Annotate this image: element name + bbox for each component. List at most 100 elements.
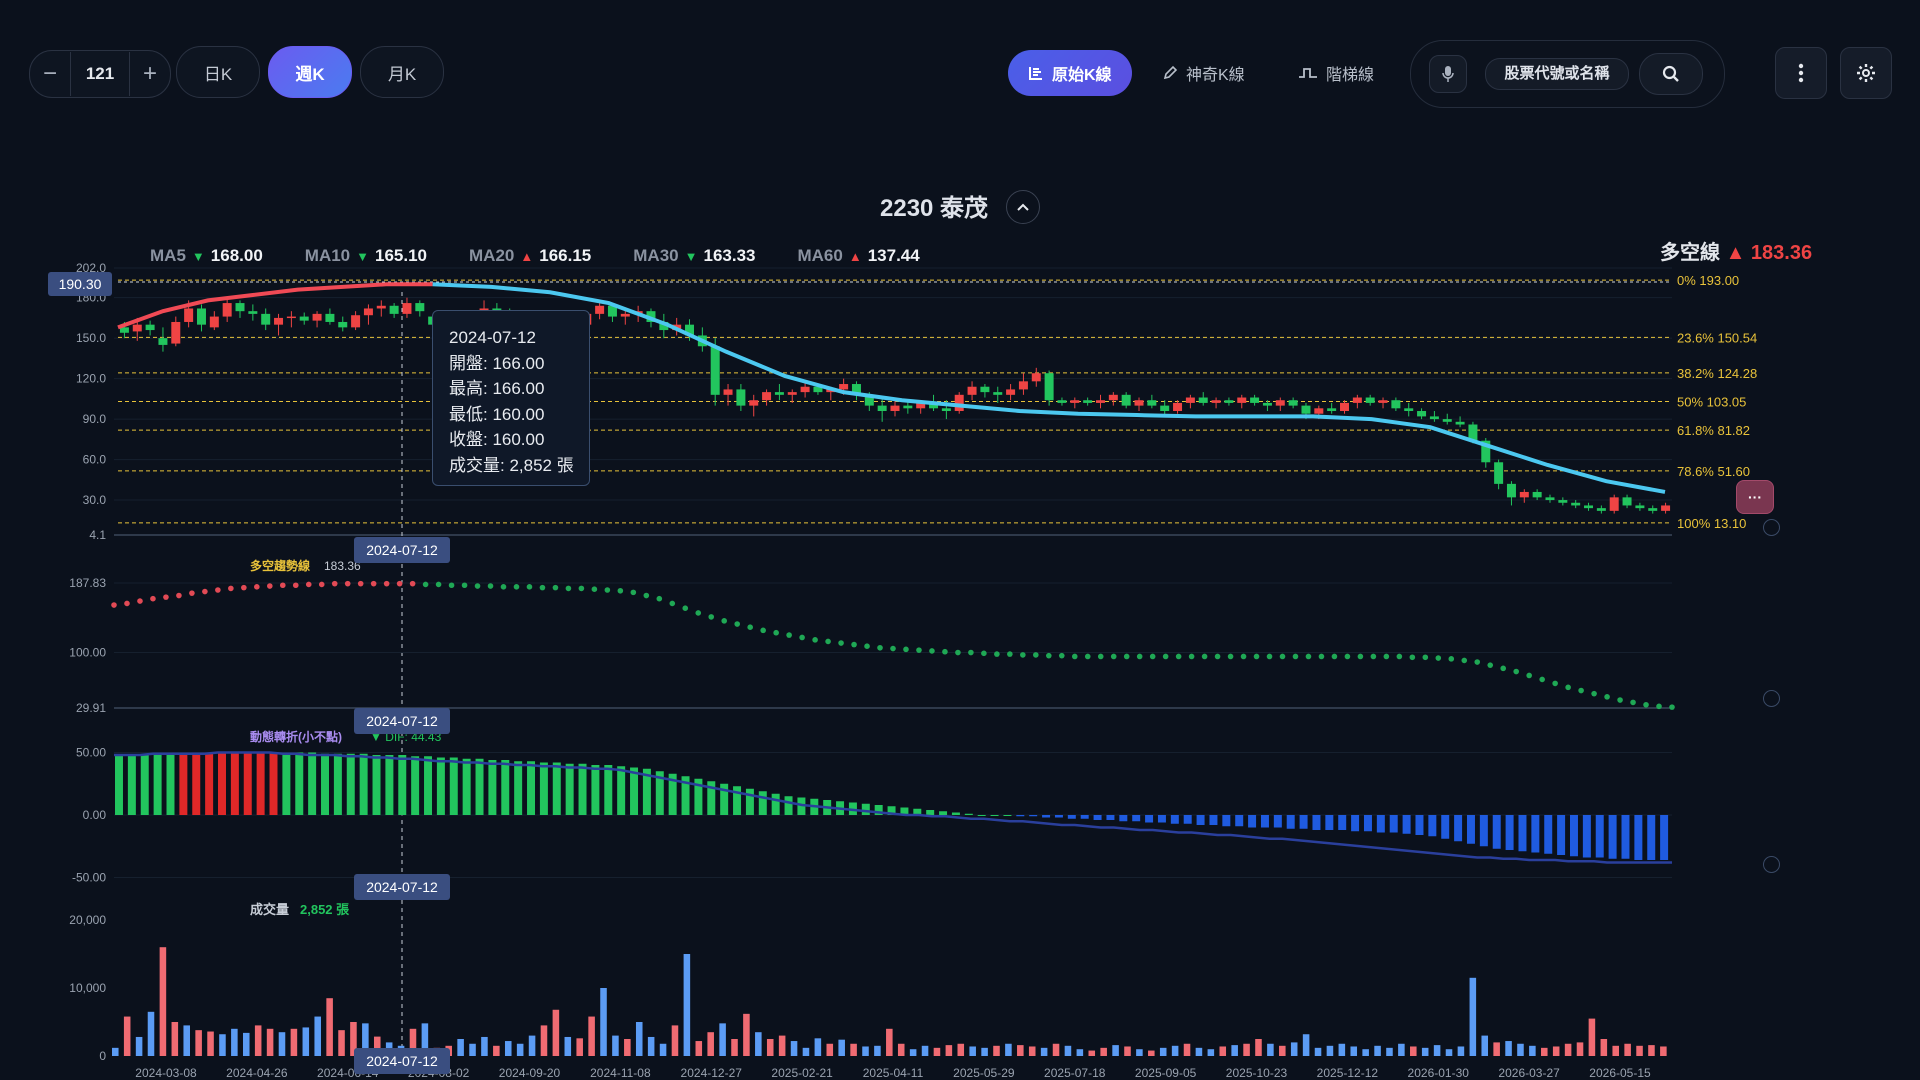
volume-bar: [1040, 1047, 1048, 1056]
trend-dot: [137, 598, 143, 604]
macd-bar: [1196, 815, 1205, 825]
candle-body: [1404, 408, 1414, 412]
macd-bar: [1428, 815, 1437, 837]
volume-bar: [302, 1027, 310, 1056]
candle-body: [916, 402, 926, 409]
trend-dot: [1266, 653, 1273, 660]
mode-raw-kline[interactable]: 原始K線: [1008, 50, 1132, 96]
candle-body: [261, 313, 271, 325]
trend-dot: [254, 584, 260, 590]
volume-bar: [409, 1028, 417, 1056]
ma10-label: MA10: [304, 246, 351, 265]
more-options-button[interactable]: ···: [1736, 480, 1774, 514]
volume-bar: [897, 1043, 905, 1056]
macd-bar: [1389, 815, 1398, 833]
candle-body: [1417, 411, 1427, 417]
macd-bar: [977, 815, 986, 816]
volume-bar: [981, 1047, 988, 1056]
panel-toggle-macd[interactable]: [1763, 856, 1780, 873]
candle-body: [993, 392, 1003, 395]
volume-bar: [1052, 1043, 1060, 1056]
period-weekly[interactable]: 週K: [268, 46, 352, 98]
candle-body: [1288, 400, 1298, 406]
volume-bar: [909, 1049, 917, 1056]
candle-body: [1635, 505, 1645, 509]
trend-dot: [903, 646, 909, 653]
search-button[interactable]: [1639, 53, 1703, 95]
y-tick-label: 0: [99, 1049, 106, 1063]
volume-bar: [112, 1047, 119, 1056]
candle-body: [1352, 397, 1362, 403]
volume-bar: [373, 1036, 381, 1056]
candle-body: [595, 305, 605, 314]
volume-bar: [1445, 1049, 1453, 1056]
trend-dot: [968, 649, 974, 656]
candle-body: [1031, 373, 1041, 382]
volume-bar: [1624, 1043, 1631, 1056]
trend-dot: [370, 580, 377, 587]
more-menu-button[interactable]: [1775, 47, 1827, 99]
volume-bar: [1124, 1046, 1131, 1056]
candle-body: [1391, 400, 1401, 409]
candle-body: [864, 394, 874, 406]
toolbar: − 121 + 日K 週K 月K 原始K線 神奇K線 階梯線 股票代號或名稱: [0, 0, 1920, 150]
y-tick-label: 29.91: [76, 701, 106, 715]
trend-dot: [487, 583, 494, 589]
macd-bar: [1531, 815, 1540, 853]
ma5-legend: MA5 ▼ 168.00: [150, 246, 263, 266]
macd-bar: [617, 766, 626, 815]
macd-bar: [604, 765, 613, 815]
volume-bar: [874, 1045, 881, 1056]
macd-bar: [1312, 815, 1321, 830]
macd-bar: [1557, 815, 1566, 855]
trend-dot: [1396, 653, 1403, 660]
search-bar: 股票代號或名稱: [1410, 40, 1725, 108]
macd-bar: [462, 758, 471, 815]
count-stepper[interactable]: − 121 +: [29, 50, 171, 98]
count-value[interactable]: 121: [70, 52, 130, 96]
volume-bar: [1112, 1045, 1119, 1056]
macd-bar: [1569, 815, 1578, 857]
volume-bar: [1433, 1045, 1441, 1056]
candle-body: [685, 324, 695, 336]
volume-bar: [576, 1038, 583, 1056]
trend-dot: [1656, 703, 1662, 710]
decrement-button[interactable]: −: [42, 60, 57, 87]
period-daily[interactable]: 日K: [176, 46, 260, 98]
period-monthly[interactable]: 月K: [360, 46, 444, 98]
search-icon: [1662, 65, 1679, 82]
panel-toggle-trend[interactable]: [1763, 690, 1780, 707]
volume-bar: [457, 1039, 464, 1056]
y-tick-label: 187.83: [69, 576, 106, 590]
collapse-button[interactable]: [1006, 190, 1040, 224]
microphone-icon: [1442, 66, 1454, 82]
macd-bar: [475, 758, 484, 815]
increment-button[interactable]: +: [142, 60, 157, 87]
macd-bar: [256, 752, 265, 815]
macd-bar: [630, 767, 639, 815]
trend-dot: [890, 645, 896, 652]
macd-bar: [1338, 815, 1347, 830]
mic-button[interactable]: [1429, 55, 1467, 93]
trend-dot: [1383, 653, 1390, 660]
volume-bar: [469, 1043, 476, 1056]
search-input[interactable]: 股票代號或名稱: [1485, 58, 1629, 90]
candle-body: [877, 405, 887, 412]
trend-dot: [1240, 653, 1247, 660]
volume-bar: [278, 1032, 286, 1056]
mode-raw-kline-label: 原始K線: [1052, 67, 1112, 84]
trend-dot: [708, 614, 715, 620]
volume-bar: [1243, 1043, 1250, 1056]
candle-body: [1442, 419, 1452, 422]
macd-bar: [1518, 815, 1527, 852]
mode-magic-kline[interactable]: 神奇K線: [1162, 50, 1245, 96]
mode-step-line[interactable]: 階梯線: [1298, 50, 1374, 96]
trend-dot: [877, 644, 883, 651]
trend-dot: [241, 584, 247, 591]
panel-toggle-price[interactable]: [1763, 519, 1780, 536]
volume-bar: [933, 1047, 941, 1056]
settings-button[interactable]: [1840, 47, 1892, 99]
volume-bar: [1076, 1049, 1084, 1056]
macd-bar: [578, 763, 587, 815]
